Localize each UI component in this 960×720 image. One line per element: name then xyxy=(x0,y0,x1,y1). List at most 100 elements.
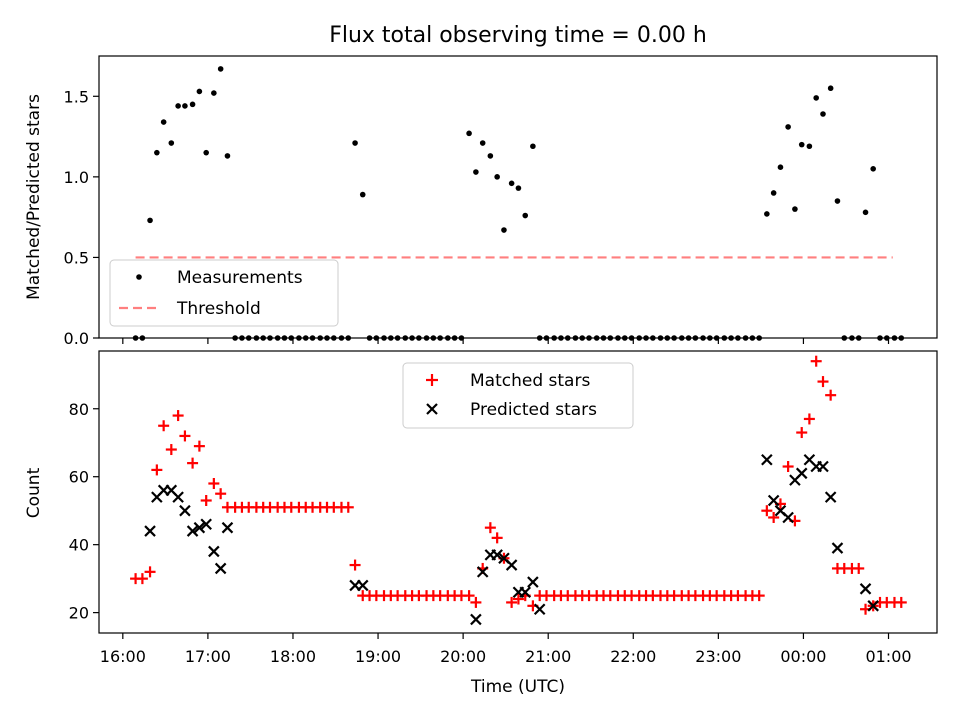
measurement-point xyxy=(381,335,387,341)
measurement-point xyxy=(756,335,762,341)
matched-star-point xyxy=(512,593,524,605)
matched-star-point xyxy=(810,355,822,367)
counts-x-tick-label: 00:00 xyxy=(780,647,826,666)
counts-x-ticks: 16:00 17:00 18:00 19:00 20:00 21:00 22:00 23:00… xyxy=(100,633,912,666)
predicted-star-point xyxy=(144,525,156,537)
matched-star-point xyxy=(796,427,808,439)
measurement-point xyxy=(806,143,813,150)
measurement-point xyxy=(473,169,479,175)
measurement-point xyxy=(309,335,316,341)
predicted-star-point xyxy=(817,460,829,473)
measurement-point xyxy=(536,335,543,341)
measurement-point xyxy=(891,335,898,341)
counts-x-tick-label: 01:00 xyxy=(865,647,911,666)
measurement-point xyxy=(813,95,819,101)
matched-star-point xyxy=(817,376,829,388)
measurement-point xyxy=(253,335,260,341)
matched-star-point xyxy=(484,522,496,534)
measurement-point xyxy=(678,335,685,341)
measurement-point xyxy=(430,335,437,341)
measurement-point xyxy=(160,119,167,125)
measurement-point xyxy=(884,335,890,341)
measurement-point xyxy=(373,335,380,341)
counts-y-axis-label: Count xyxy=(24,467,44,518)
measurement-point xyxy=(317,335,323,341)
measurement-point xyxy=(296,335,302,341)
matched-star-point xyxy=(208,478,220,490)
predicted-star-point xyxy=(179,504,191,517)
measurement-point xyxy=(451,335,458,341)
predicted-star-point xyxy=(859,583,872,595)
measurement-point xyxy=(558,335,564,341)
predicted-star-point xyxy=(505,559,518,571)
measurement-point xyxy=(189,101,196,108)
counts-x-tick-label: 16:00 xyxy=(100,647,146,666)
matched-star-point xyxy=(853,562,865,574)
measurement-point xyxy=(593,335,600,341)
measurement-point xyxy=(607,335,614,341)
measurement-point xyxy=(530,143,536,150)
predicted-star-point xyxy=(795,467,808,480)
measurement-point xyxy=(572,335,579,341)
measurement-point xyxy=(700,335,706,341)
legend-matched-label: Matched stars xyxy=(470,371,590,391)
matched-star-point xyxy=(825,389,837,401)
measurement-point xyxy=(211,90,217,96)
measurement-point xyxy=(239,335,245,341)
measurement-point xyxy=(551,335,557,341)
counts-y-tick-label: 60 xyxy=(69,468,89,487)
matched-star-point xyxy=(165,444,177,456)
ratio-y-tick-label: 0.5 xyxy=(64,248,89,267)
matched-star-point xyxy=(506,596,518,608)
measurement-point xyxy=(615,335,621,341)
measurement-point xyxy=(792,206,798,212)
ratio-y-tick-label: 0.0 xyxy=(64,329,89,348)
measurement-point xyxy=(742,335,749,341)
predicted-star-point xyxy=(527,576,539,588)
measurement-point xyxy=(388,335,394,341)
ratio-y-tick-label: 1.5 xyxy=(64,87,89,106)
measurement-point xyxy=(586,335,592,341)
measurement-point xyxy=(359,191,366,198)
predicted-star-point xyxy=(824,491,837,503)
matched-star-point xyxy=(179,430,191,442)
measurement-point xyxy=(543,335,550,341)
measurement-point xyxy=(834,198,841,204)
measurement-point xyxy=(132,335,139,341)
matched-star-point xyxy=(215,488,227,500)
counts-y-tick-label: 40 xyxy=(69,536,89,555)
measurement-point xyxy=(877,335,883,341)
measurement-point xyxy=(657,335,664,341)
measurement-point xyxy=(416,335,422,341)
measurement-point xyxy=(515,185,522,191)
measurement-point xyxy=(274,335,281,341)
matched-star-point xyxy=(782,461,794,473)
measurement-point xyxy=(402,335,409,341)
measurement-point xyxy=(713,335,720,341)
chart-title: Flux total observing time = 0.00 h xyxy=(329,23,707,48)
measurement-point xyxy=(579,335,586,341)
measurement-point xyxy=(479,140,486,146)
predicted-star-point xyxy=(519,586,532,599)
measurement-point xyxy=(855,335,862,341)
matched-star-point xyxy=(761,505,773,517)
measurement-point xyxy=(628,335,635,341)
matched-star-point xyxy=(349,559,361,571)
predicted-star-point xyxy=(214,562,227,575)
measurement-point xyxy=(394,335,401,341)
measurement-point xyxy=(870,166,876,172)
measurement-point xyxy=(770,190,777,196)
counts-legend: Matched stars Predicted stars xyxy=(402,362,634,429)
measurement-point xyxy=(564,335,571,341)
predicted-star-point xyxy=(221,521,234,534)
counts-y-tick-label: 20 xyxy=(69,604,89,623)
legend-threshold-label: Threshold xyxy=(176,299,261,319)
predicted-stars-points xyxy=(144,453,879,626)
predicted-star-point xyxy=(782,511,794,524)
measurement-point xyxy=(245,335,252,341)
measurement-point xyxy=(636,335,643,341)
measurement-point xyxy=(764,211,770,217)
matched-star-point xyxy=(895,596,907,608)
measurement-point xyxy=(281,335,288,341)
measurement-point xyxy=(600,335,607,341)
